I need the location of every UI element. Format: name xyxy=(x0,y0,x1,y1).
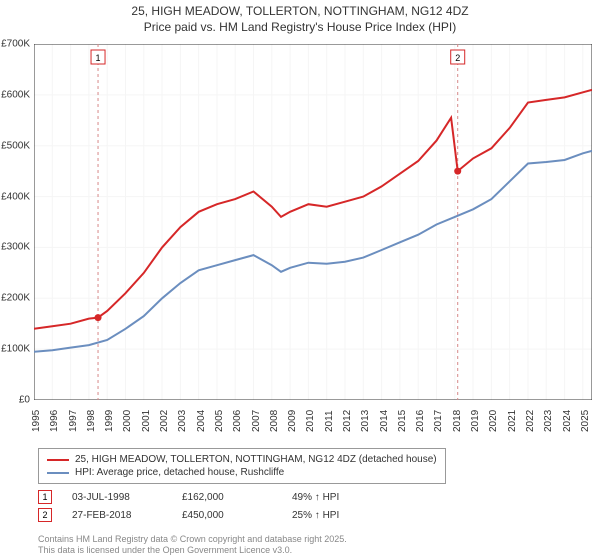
footer-line-2: This data is licensed under the Open Gov… xyxy=(38,545,347,556)
title-line-2: Price paid vs. HM Land Registry's House … xyxy=(0,20,600,36)
marker-price-2: £450,000 xyxy=(182,510,272,521)
x-tick-label: 2010 xyxy=(305,410,316,432)
x-tick-label: 2018 xyxy=(452,410,463,432)
legend-label-price: 25, HIGH MEADOW, TOLLERTON, NOTTINGHAM, … xyxy=(75,454,437,465)
x-tick-label: 2011 xyxy=(324,410,335,432)
marker-badge-1: 1 xyxy=(38,490,52,504)
footer-line-1: Contains HM Land Registry data © Crown c… xyxy=(38,534,347,545)
y-tick-label: £300K xyxy=(1,242,30,253)
x-tick-label: 2017 xyxy=(433,410,444,432)
marker-delta-1: 49% ↑ HPI xyxy=(292,492,382,503)
x-tick-label: 2023 xyxy=(543,410,554,432)
markers-table: 1 03-JUL-1998 £162,000 49% ↑ HPI 2 27-FE… xyxy=(38,488,382,524)
legend-row-price: 25, HIGH MEADOW, TOLLERTON, NOTTINGHAM, … xyxy=(47,453,437,466)
x-tick-label: 1996 xyxy=(49,410,60,432)
footer: Contains HM Land Registry data © Crown c… xyxy=(38,534,347,556)
legend-row-hpi: HPI: Average price, detached house, Rush… xyxy=(47,466,437,479)
x-tick-label: 2000 xyxy=(122,410,133,432)
y-tick-label: £100K xyxy=(1,344,30,355)
x-tick-label: 2022 xyxy=(525,410,536,432)
legend-label-hpi: HPI: Average price, detached house, Rush… xyxy=(75,467,284,478)
x-tick-label: 2016 xyxy=(415,410,426,432)
y-tick-label: £400K xyxy=(1,191,30,202)
x-tick-label: 1998 xyxy=(86,410,97,432)
marker-delta-2: 25% ↑ HPI xyxy=(292,510,382,521)
x-tick-label: 2006 xyxy=(232,410,243,432)
marker-row-2: 2 27-FEB-2018 £450,000 25% ↑ HPI xyxy=(38,506,382,524)
marker-num-2: 2 xyxy=(42,510,47,520)
y-tick-label: £700K xyxy=(1,39,30,50)
y-tick-label: £200K xyxy=(1,293,30,304)
x-tick-label: 2015 xyxy=(397,410,408,432)
x-tick-label: 2024 xyxy=(562,410,573,432)
x-tick-label: 2008 xyxy=(269,410,280,432)
svg-text:2: 2 xyxy=(455,53,460,63)
marker-date-1: 03-JUL-1998 xyxy=(72,492,162,503)
x-tick-label: 2021 xyxy=(507,410,518,432)
x-tick-label: 2007 xyxy=(251,410,262,432)
x-tick-label: 2005 xyxy=(214,410,225,432)
plot-svg: 12 xyxy=(34,44,592,400)
chart-container: 25, HIGH MEADOW, TOLLERTON, NOTTINGHAM, … xyxy=(0,0,600,560)
x-tick-label: 2003 xyxy=(177,410,188,432)
legend-swatch-price xyxy=(47,459,69,461)
x-tick-label: 2025 xyxy=(580,410,591,432)
marker-num-1: 1 xyxy=(42,492,47,502)
title-line-1: 25, HIGH MEADOW, TOLLERTON, NOTTINGHAM, … xyxy=(0,4,600,20)
x-axis: 1995 1996 1997 1998 1999 2000 2001 2002 2003 2004… xyxy=(34,400,592,446)
x-tick-label: 2001 xyxy=(141,410,152,432)
y-tick-label: £0 xyxy=(19,395,30,406)
x-tick-label: 2004 xyxy=(196,410,207,432)
x-tick-label: 2020 xyxy=(488,410,499,432)
y-tick-label: £600K xyxy=(1,89,30,100)
marker-price-1: £162,000 xyxy=(182,492,272,503)
x-tick-label: 2014 xyxy=(379,410,390,432)
svg-text:1: 1 xyxy=(96,53,101,63)
x-tick-label: 1995 xyxy=(31,410,42,432)
x-tick-label: 2013 xyxy=(360,410,371,432)
x-tick-label: 2019 xyxy=(470,410,481,432)
legend-swatch-hpi xyxy=(47,472,69,474)
marker-badge-2: 2 xyxy=(38,508,52,522)
y-axis: £0£100K£200K£300K£400K£500K£600K£700K xyxy=(0,44,34,400)
marker-date-2: 27-FEB-2018 xyxy=(72,510,162,521)
y-tick-label: £500K xyxy=(1,140,30,151)
marker-row-1: 1 03-JUL-1998 £162,000 49% ↑ HPI xyxy=(38,488,382,506)
plot-area: 12 xyxy=(34,44,592,400)
x-tick-label: 1999 xyxy=(104,410,115,432)
x-tick-label: 1997 xyxy=(68,410,79,432)
x-tick-label: 2002 xyxy=(159,410,170,432)
x-tick-label: 2009 xyxy=(287,410,298,432)
x-tick-label: 2012 xyxy=(342,410,353,432)
legend: 25, HIGH MEADOW, TOLLERTON, NOTTINGHAM, … xyxy=(38,448,446,484)
chart-title-block: 25, HIGH MEADOW, TOLLERTON, NOTTINGHAM, … xyxy=(0,0,600,35)
